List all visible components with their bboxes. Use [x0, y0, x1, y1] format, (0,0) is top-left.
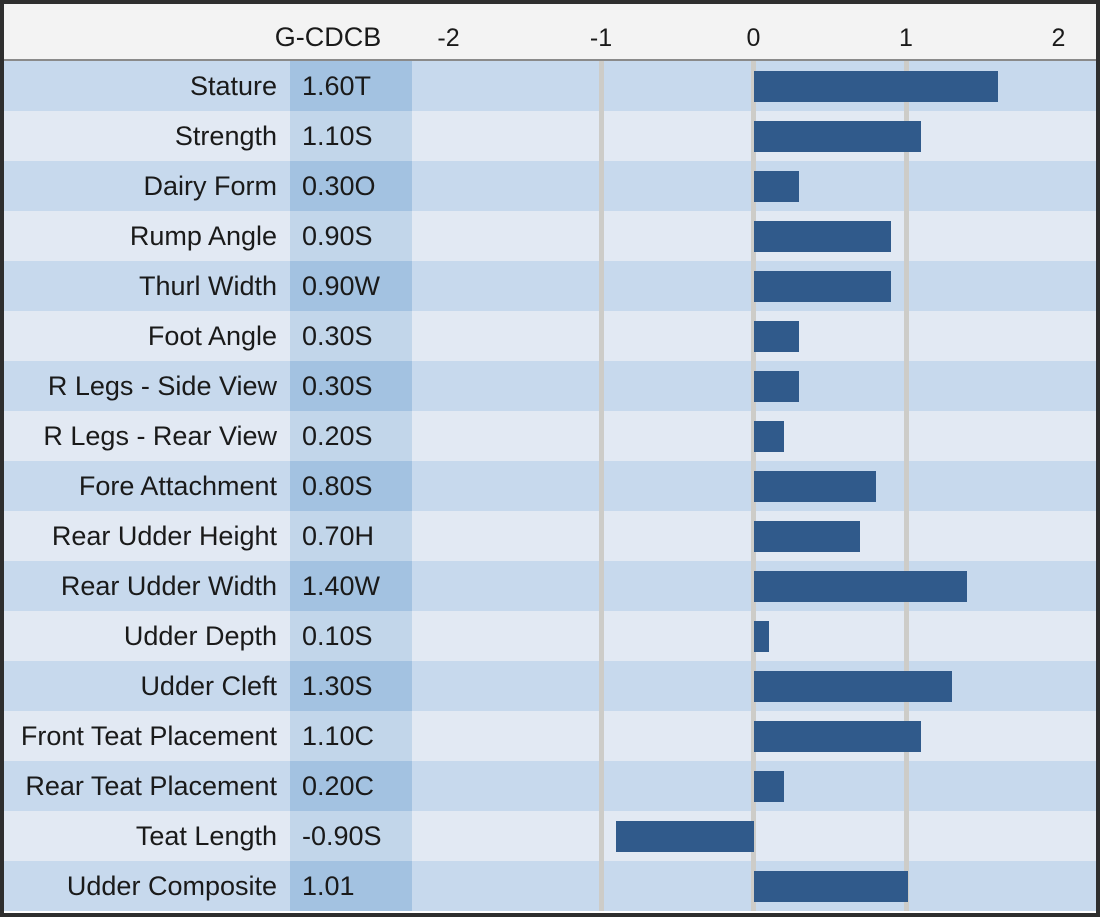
table-row: Foot Angle 0.30S	[4, 311, 1096, 361]
trait-value: 0.80S	[290, 461, 412, 511]
table-row: Fore Attachment 0.80S	[4, 461, 1096, 511]
trait-bar	[753, 670, 952, 702]
table-row: Udder Cleft 1.30S	[4, 661, 1096, 711]
trait-bar	[753, 770, 784, 802]
trait-label: Udder Depth	[4, 611, 290, 661]
trait-value: 0.30S	[290, 361, 412, 411]
trait-bar-cell	[412, 211, 1096, 261]
table-row: Udder Composite 1.01	[4, 861, 1096, 911]
table-row: Dairy Form 0.30O	[4, 161, 1096, 211]
trait-value: 0.30S	[290, 311, 412, 361]
table-row: Rump Angle 0.90S	[4, 211, 1096, 261]
trait-value: 1.30S	[290, 661, 412, 711]
table-row: Front Teat Placement 1.10C	[4, 711, 1096, 761]
table-row: R Legs - Rear View 0.20S	[4, 411, 1096, 461]
axis-tick-label: 0	[746, 24, 761, 52]
table-row: Rear Udder Height 0.70H	[4, 511, 1096, 561]
chart-rows: Stature 1.60T Strength 1.10S Dairy Form …	[4, 61, 1096, 911]
chart-header-row: G-CDCB -2 -1 0 1 2	[4, 4, 1096, 61]
trait-value: 0.90S	[290, 211, 412, 261]
table-row: Strength 1.10S	[4, 111, 1096, 161]
trait-label: Rear Udder Height	[4, 511, 290, 561]
trait-label: Fore Attachment	[4, 461, 290, 511]
trait-bar	[753, 470, 876, 502]
trait-value: 1.40W	[290, 561, 412, 611]
trait-bar	[753, 420, 784, 452]
trait-label: Dairy Form	[4, 161, 290, 211]
trait-bar	[753, 270, 891, 302]
trait-value: 0.10S	[290, 611, 412, 661]
table-row: Teat Length -0.90S	[4, 811, 1096, 861]
table-row: R Legs - Side View 0.30S	[4, 361, 1096, 411]
trait-value: 1.10C	[290, 711, 412, 761]
trait-value: 1.01	[290, 861, 412, 911]
trait-bar	[753, 320, 800, 352]
trait-bar	[753, 870, 908, 902]
value-column-header: G-CDCB	[274, 22, 382, 52]
trait-label: Front Teat Placement	[4, 711, 290, 761]
trait-bar	[753, 570, 967, 602]
table-row: Rear Udder Width 1.40W	[4, 561, 1096, 611]
trait-value: 1.60T	[290, 61, 412, 111]
table-row: Rear Teat Placement 0.20C	[4, 761, 1096, 811]
table-row: Udder Depth 0.10S	[4, 611, 1096, 661]
trait-value: 0.70H	[290, 511, 412, 561]
trait-bar	[753, 520, 861, 552]
trait-value: 0.20S	[290, 411, 412, 461]
vertical-gridline	[903, 61, 909, 911]
table-row: Thurl Width 0.90W	[4, 261, 1096, 311]
trait-label: R Legs - Side View	[4, 361, 290, 411]
trait-label: Rear Teat Placement	[4, 761, 290, 811]
trait-label: Strength	[4, 111, 290, 161]
trait-label: Rear Udder Width	[4, 561, 290, 611]
axis-tick-label: -1	[589, 24, 613, 52]
trait-value: 0.30O	[290, 161, 412, 211]
axis-tick-label: -2	[437, 24, 460, 52]
trait-value: -0.90S	[290, 811, 412, 861]
trait-value: 1.10S	[290, 111, 412, 161]
vertical-gridline	[598, 61, 604, 911]
trait-value: 0.20C	[290, 761, 412, 811]
axis-tick-labels: -2 -1 0 1 2	[412, 4, 1096, 59]
trait-bar	[753, 70, 998, 102]
trait-bar	[753, 720, 922, 752]
trait-label: R Legs - Rear View	[4, 411, 290, 461]
trait-bar	[753, 220, 891, 252]
trait-bar	[753, 370, 800, 402]
trait-label: Foot Angle	[4, 311, 290, 361]
trait-label: Stature	[4, 61, 290, 111]
trait-label: Thurl Width	[4, 261, 290, 311]
trait-label: Rump Angle	[4, 211, 290, 261]
trait-label: Udder Composite	[4, 861, 290, 911]
trait-label: Teat Length	[4, 811, 290, 861]
trait-bar	[753, 120, 922, 152]
trait-bar	[616, 820, 754, 852]
trait-label: Udder Cleft	[4, 661, 290, 711]
axis-tick-label: 1	[899, 24, 913, 52]
axis-tick-label: 2	[1051, 24, 1066, 52]
trait-bar	[753, 620, 769, 652]
trait-bar	[753, 170, 800, 202]
trait-value: 0.90W	[290, 261, 412, 311]
table-row: Stature 1.60T	[4, 61, 1096, 111]
